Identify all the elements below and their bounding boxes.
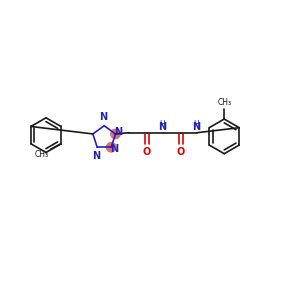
Circle shape	[111, 129, 120, 139]
Circle shape	[106, 142, 116, 152]
Text: CH₃: CH₃	[217, 98, 231, 107]
Text: N: N	[114, 127, 122, 137]
Text: H: H	[160, 120, 165, 129]
Text: N: N	[110, 144, 118, 154]
Text: N: N	[99, 112, 107, 122]
Text: N: N	[192, 122, 200, 132]
Text: CH₃: CH₃	[34, 151, 49, 160]
Text: O: O	[177, 147, 185, 157]
Text: O: O	[143, 147, 151, 157]
Text: H: H	[194, 120, 200, 129]
Text: N: N	[92, 151, 100, 161]
Text: N: N	[158, 122, 166, 132]
